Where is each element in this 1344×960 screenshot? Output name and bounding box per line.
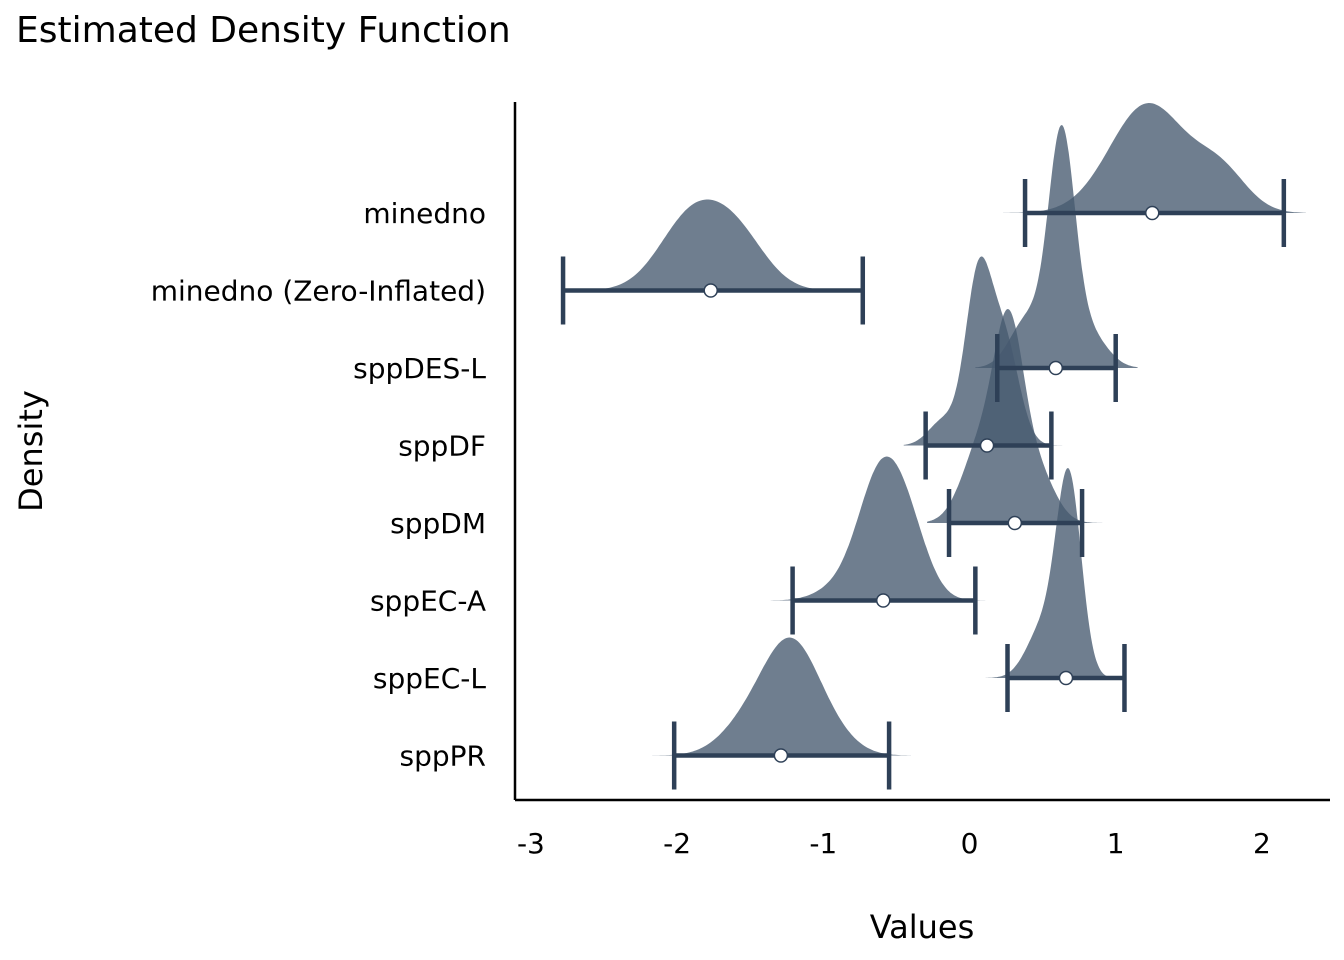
y-tick-label: minedno (Zero-Inflated) [151,275,486,308]
x-tick-label: 0 [961,827,979,860]
y-tick-label: sppDES-L [353,352,486,385]
density-curve [541,199,885,291]
x-tick-label: 1 [1107,827,1125,860]
interval-layer [560,179,1287,790]
x-tick-labels: -3 -2 -1 0 1 2 [517,827,1271,860]
y-axis-title: Density [12,390,50,512]
density-curve [770,456,998,601]
x-axis-title: Values [870,908,975,946]
point-estimate [703,283,718,298]
point-estimate [1145,205,1160,221]
point-estimate [979,438,995,453]
y-tick-label: sppEC-L [373,662,486,695]
density-curve [903,256,1074,446]
y-tick-label: sppEC-A [370,585,486,618]
y-tick-labels: minedno minedno (Zero-Inflated) sppDES-L sp… [151,197,487,773]
y-tick-label: sppDM [390,507,486,540]
point-estimate [773,748,789,763]
x-tick-label: -3 [517,827,545,860]
density-curve [927,309,1104,523]
x-tick-label: -2 [663,827,691,860]
point-estimate [1058,670,1074,686]
point-estimate [1007,515,1023,531]
density-curve [652,637,911,756]
y-tick-label: sppPR [400,740,486,773]
density-curve [985,468,1147,678]
y-tick-label: minedno [363,197,486,230]
chart-title: Estimated Density Function [16,10,511,51]
density-curve [1003,103,1306,213]
x-tick-label: 2 [1253,827,1271,860]
point-estimate [875,593,891,608]
point-estimate [1048,360,1064,376]
density-curve [975,125,1138,368]
density-layer [541,103,1306,756]
x-tick-label: -1 [809,827,837,860]
y-tick-label: sppDF [398,430,486,463]
